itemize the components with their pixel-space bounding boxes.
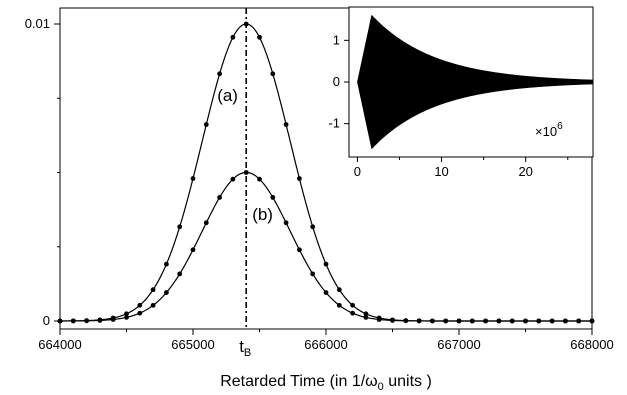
series-point-1 xyxy=(483,318,488,324)
series-point-0 xyxy=(150,287,156,293)
series-point-1 xyxy=(84,318,89,324)
series-point-1 xyxy=(496,318,502,324)
series-point-0 xyxy=(137,302,143,308)
series-point-0 xyxy=(177,224,183,230)
series-point-0 xyxy=(164,261,169,267)
series-point-1 xyxy=(110,317,116,322)
curve-label-b: (b) xyxy=(252,205,273,224)
inset-y-tick-label: 0 xyxy=(333,74,340,89)
inset-y-tick-label: 1 xyxy=(333,32,340,47)
series-point-1 xyxy=(589,318,595,324)
series-point-1 xyxy=(217,195,223,200)
series-point-1 xyxy=(376,317,382,322)
x-axis-title: Retarded Time (in 1/ω0 units ) xyxy=(220,373,432,390)
series-point-1 xyxy=(563,318,568,324)
x-tick-label: 664000 xyxy=(38,337,81,352)
series-point-0 xyxy=(203,122,209,127)
series-point-1 xyxy=(523,318,528,324)
series-point-1 xyxy=(177,271,183,277)
series-point-0 xyxy=(310,224,316,230)
series-point-1 xyxy=(164,290,169,295)
series-point-1 xyxy=(390,318,395,323)
series-point-1 xyxy=(430,318,435,324)
y-tick-label: 0.01 xyxy=(25,16,50,31)
series-point-0 xyxy=(323,261,329,267)
series-point-1 xyxy=(190,247,196,253)
series-point-0 xyxy=(336,287,342,293)
x-tick-label: 668000 xyxy=(570,337,613,352)
series-point-0 xyxy=(270,71,276,77)
inset-signal-envelope xyxy=(357,14,593,150)
inset-scale-annotation: ×106 xyxy=(535,121,563,139)
series-point-1 xyxy=(443,318,449,324)
series-point-0 xyxy=(217,71,223,77)
x-tick-label: 665000 xyxy=(171,337,214,352)
series-point-1 xyxy=(230,176,236,182)
series-point-1 xyxy=(310,271,316,277)
series-point-1 xyxy=(57,318,63,324)
y-tick-label: 0 xyxy=(43,313,50,328)
series-point-1 xyxy=(323,290,329,295)
inset-x-tick-label: 0 xyxy=(354,164,361,179)
series-point-1 xyxy=(70,318,76,324)
x-tick-label: 667000 xyxy=(437,337,480,352)
series-point-0 xyxy=(257,34,262,40)
series-point-1 xyxy=(469,318,475,324)
series-point-1 xyxy=(137,310,143,316)
series-point-1 xyxy=(297,247,302,253)
series-point-0 xyxy=(363,311,369,317)
series-point-0 xyxy=(283,122,289,127)
series-point-1 xyxy=(456,318,462,324)
series-point-1 xyxy=(257,176,262,182)
series-point-1 xyxy=(416,318,422,324)
inset-x-tick-label: 20 xyxy=(518,164,532,179)
tb-label: tB xyxy=(239,337,251,359)
series-point-1 xyxy=(576,318,582,324)
curve-label-a: (a) xyxy=(217,86,238,105)
series-point-1 xyxy=(509,318,515,324)
series-point-0 xyxy=(350,302,355,308)
series-point-1 xyxy=(363,314,369,320)
series-point-1 xyxy=(403,318,409,324)
series-point-0 xyxy=(297,176,302,181)
series-point-1 xyxy=(549,318,555,324)
series-point-1 xyxy=(243,170,249,175)
series-point-0 xyxy=(190,176,196,181)
series-point-1 xyxy=(97,318,103,323)
series-point-1 xyxy=(336,302,342,308)
series-point-1 xyxy=(536,318,542,324)
series-point-1 xyxy=(150,302,156,308)
series-point-1 xyxy=(283,220,289,226)
series-point-1 xyxy=(203,220,209,226)
inset-y-tick-label: -1 xyxy=(328,116,340,131)
series-point-0 xyxy=(124,311,129,317)
series-point-1 xyxy=(350,310,355,316)
series-point-1 xyxy=(270,195,276,200)
series-point-1 xyxy=(124,314,129,320)
inset-x-tick-label: 10 xyxy=(434,164,448,179)
x-tick-label: 666000 xyxy=(304,337,347,352)
series-point-0 xyxy=(230,34,236,40)
series-point-0 xyxy=(243,21,249,27)
